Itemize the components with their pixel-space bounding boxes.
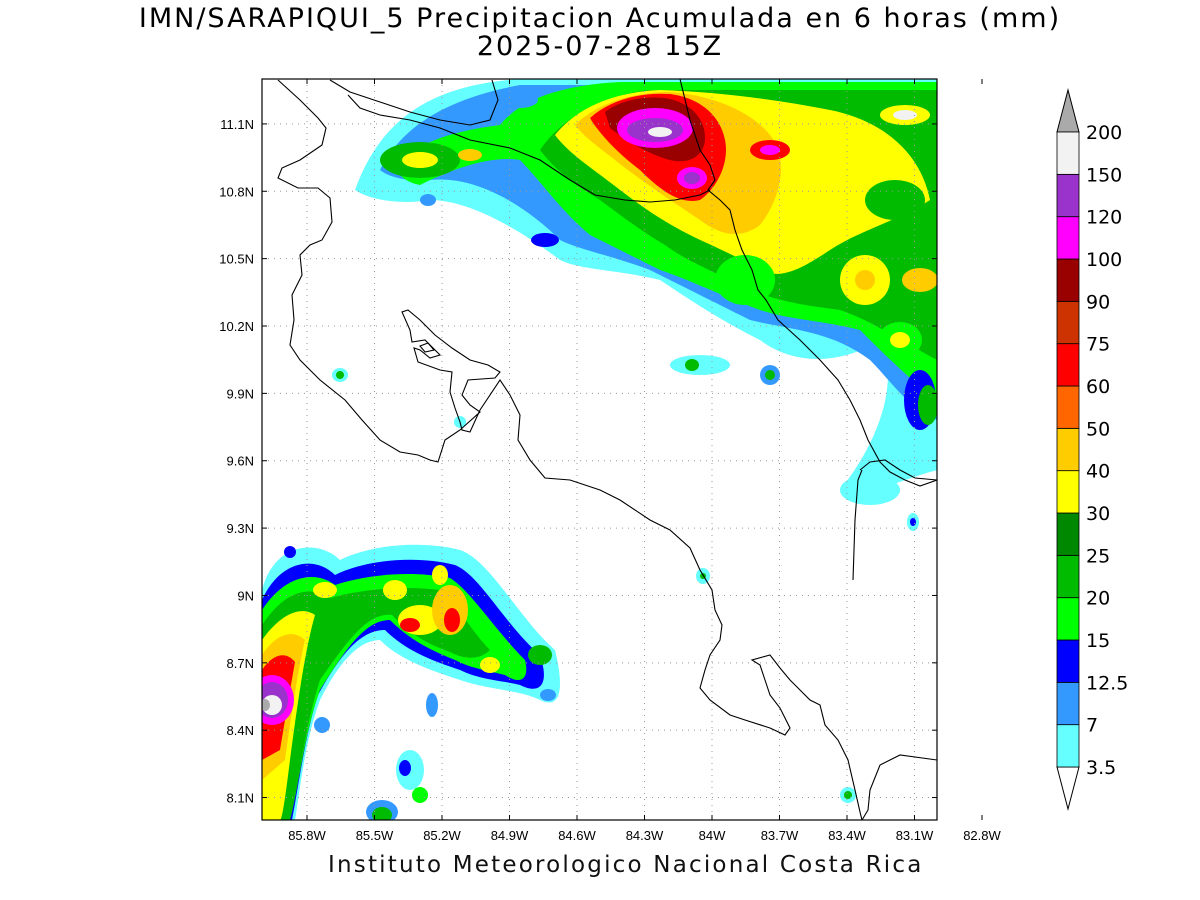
colorbar-segment (1056, 131, 1080, 175)
pacific-coastline (277, 79, 863, 820)
colorbar-segment (1056, 512, 1080, 556)
colorbar-label: 12.5 (1086, 672, 1128, 694)
caribbean-coastline (679, 79, 937, 487)
colorbar-segment (1056, 470, 1080, 514)
longitude-axis: 85.8W 85.5W 85.2W 84.9W 84.6W 84.3W 84W 83.7W 83… (288, 79, 1002, 843)
lat-tick-label: 10.2N (219, 319, 254, 334)
lon-tick-label: 84W (699, 828, 726, 843)
lat-tick-label: 10.5N (219, 252, 254, 267)
colorbar-label: 200 (1086, 122, 1122, 144)
panama-border (861, 754, 937, 820)
lat-tick-label: 9.3N (227, 521, 254, 536)
map-frame (261, 78, 938, 821)
colorbar-segment (1056, 300, 1080, 345)
lon-tick-label: 83.4W (828, 828, 866, 843)
colorbar-arrow-top (1056, 88, 1080, 133)
colorbar-label: 15 (1086, 630, 1110, 652)
colorbar-label: 75 (1086, 334, 1110, 356)
colorbar-label: 40 (1086, 461, 1110, 483)
colorbar-label: 7 (1086, 715, 1098, 737)
lat-tick-label: 8.7N (227, 656, 254, 671)
lat-tick-label: 8.4N (227, 723, 254, 738)
colorbar-segment (1056, 173, 1080, 218)
lat-tick-label: 8.1N (227, 791, 254, 806)
colorbar-label: 60 (1086, 376, 1110, 398)
precip-north-max (648, 127, 672, 137)
coastline (277, 79, 937, 820)
colorbar-segment (1056, 258, 1080, 302)
colorbar-segment (1056, 597, 1080, 641)
lon-tick-label: 85.8W (288, 828, 326, 843)
lon-tick-label: 84.3W (626, 828, 664, 843)
lon-tick-label: 84.9W (491, 828, 529, 843)
colorbar-label: 100 (1086, 249, 1122, 271)
latitude-axis: 11.1N 10.8N 10.5N 10.2N 9.9N 9.6N 9.3N 9N 8.7N 8.… (219, 117, 937, 806)
colorbar-segment (1056, 639, 1080, 683)
credit-footer: Instituto Meteorologico Nacional Costa R… (328, 852, 924, 878)
lat-tick-label: 11.1N (220, 117, 254, 132)
colorbar-segment (1056, 724, 1080, 768)
precipitation-field (262, 79, 937, 820)
lat-tick-label: 9.9N (227, 386, 254, 401)
colorbar-segment (1056, 427, 1080, 472)
colorbar-arrow-bottom (1056, 766, 1080, 811)
colorbar-label: 25 (1086, 545, 1110, 567)
colorbar-segment (1056, 554, 1080, 599)
colorbar-label: 120 (1086, 207, 1122, 229)
lon-tick-label: 85.5W (356, 828, 394, 843)
lat-tick-label: 10.8N (219, 184, 254, 199)
colorbar-label: 90 (1086, 291, 1110, 313)
lon-tick-label: 82.8W (963, 828, 1001, 843)
lon-tick-label: 84.6W (558, 828, 596, 843)
colorbar-label: 150 (1086, 164, 1122, 186)
colorbar-segment (1056, 681, 1080, 726)
colorbar-segment (1056, 216, 1080, 260)
colorbar-legend: 3.5 7 12.5 15 20 25 30 40 50 60 75 90 100 120 150 200 (1056, 88, 1128, 811)
nicaragua-border (347, 94, 711, 203)
lake-arenal-outline (419, 342, 436, 353)
panama-land-border (859, 459, 937, 481)
colorbar-label: 20 (1086, 588, 1110, 610)
lon-tick-label: 83.7W (761, 828, 799, 843)
map-valid-time: 2025-07-28 15Z (476, 31, 724, 62)
lon-tick-label: 85.2W (423, 828, 461, 843)
precip-south-darkgreen (262, 587, 490, 820)
map-title: IMN/SARAPIQUI_5 Precipitacion Acumulada … (138, 3, 1062, 34)
lake-nicaragua (329, 79, 499, 126)
colorbar-label: 50 (1086, 418, 1110, 440)
colorbar-segment (1056, 343, 1080, 387)
lat-tick-label: 9N (237, 588, 254, 603)
lon-tick-label: 83.1W (896, 828, 934, 843)
colorbar-label: 3.5 (1086, 757, 1116, 779)
colorbar-segment (1056, 385, 1080, 429)
lat-tick-label: 9.6N (227, 454, 254, 469)
colorbar-label: 30 (1086, 503, 1110, 525)
